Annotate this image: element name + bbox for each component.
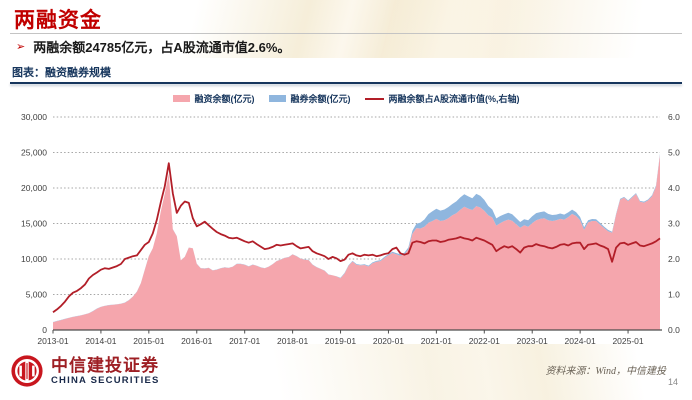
legend-label-lending: 融券余额(亿元) xyxy=(290,94,351,104)
chart-legend: 融资余额(亿元) 融券余额(亿元) 两融余额占A股流通市值(%,右轴) xyxy=(0,92,692,105)
svg-text:2016-01: 2016-01 xyxy=(181,336,212,346)
svg-text:4.0: 4.0 xyxy=(668,183,680,193)
company-logo: 中信建投证券 CHINA SECURITIES xyxy=(10,354,160,388)
logo-english-name: CHINA SECURITIES xyxy=(51,374,160,386)
svg-text:5,000: 5,000 xyxy=(26,290,48,300)
legend-label-ratio: 两融余额占A股流通市值(%,右轴) xyxy=(388,94,520,104)
logo-chinese-name: 中信建投证券 xyxy=(51,355,159,375)
svg-text:5.0: 5.0 xyxy=(668,148,680,158)
legend-label-financing: 融资余额(亿元) xyxy=(194,94,255,104)
title-divider xyxy=(10,33,682,34)
data-source-note: 资料来源：Wind，中信建投 xyxy=(545,366,666,377)
lending-swatch-icon xyxy=(268,95,286,102)
svg-text:2013-01: 2013-01 xyxy=(37,336,68,346)
svg-text:2023-01: 2023-01 xyxy=(517,336,548,346)
bullet-row: ➢ 两融余额24785亿元，占A股流通市值2.6%。 xyxy=(16,39,676,56)
margin-chart-svg: 30,000 6.0 25,000 5.0 20,000 4.0 15,000 3.0 10,0… xyxy=(21,112,680,346)
bullet-text: 两融余额24785亿元，占A股流通市值2.6%。 xyxy=(33,40,291,55)
svg-text:2025-01: 2025-01 xyxy=(612,336,643,346)
legend-item-lending: 融券余额(亿元) xyxy=(268,92,351,105)
ratio-swatch-icon xyxy=(364,97,384,100)
legend-item-financing: 融资余额(亿元) xyxy=(172,92,255,105)
svg-text:0.0: 0.0 xyxy=(668,325,680,335)
bullet-arrow-icon: ➢ xyxy=(16,41,26,53)
page-number: 14 xyxy=(667,377,678,387)
chart-area: 30,000 6.0 25,000 5.0 20,000 4.0 15,000 3.0 10,0… xyxy=(0,108,692,354)
svg-text:3.0: 3.0 xyxy=(668,219,680,229)
svg-text:6.0: 6.0 xyxy=(668,112,680,122)
svg-text:10,000: 10,000 xyxy=(21,254,47,264)
svg-text:15,000: 15,000 xyxy=(21,219,47,229)
svg-text:2022-01: 2022-01 xyxy=(469,336,500,346)
caption-divider xyxy=(10,82,682,84)
svg-text:2015-01: 2015-01 xyxy=(133,336,164,346)
company-logo-icon xyxy=(11,355,43,387)
svg-text:20,000: 20,000 xyxy=(21,183,47,193)
svg-text:2017-01: 2017-01 xyxy=(229,336,260,346)
svg-text:25,000: 25,000 xyxy=(21,148,47,158)
svg-text:1.0: 1.0 xyxy=(668,290,680,300)
chart-caption: 图表：融资融券规模 xyxy=(12,67,111,79)
svg-text:2019-01: 2019-01 xyxy=(325,336,356,346)
svg-text:2014-01: 2014-01 xyxy=(85,336,116,346)
legend-item-ratio: 两融余额占A股流通市值(%,右轴) xyxy=(364,92,520,105)
svg-text:2020-01: 2020-01 xyxy=(373,336,404,346)
company-logo-text: 中信建投证券 CHINA SECURITIES xyxy=(51,355,160,386)
svg-text:2021-01: 2021-01 xyxy=(421,336,452,346)
page-title: 两融资金 xyxy=(14,9,102,32)
svg-text:2024-01: 2024-01 xyxy=(565,336,596,346)
svg-text:30,000: 30,000 xyxy=(21,112,47,122)
svg-text:2018-01: 2018-01 xyxy=(277,336,308,346)
svg-text:0: 0 xyxy=(42,325,47,335)
financing-swatch-icon xyxy=(172,95,190,102)
svg-text:2.0: 2.0 xyxy=(668,254,680,264)
